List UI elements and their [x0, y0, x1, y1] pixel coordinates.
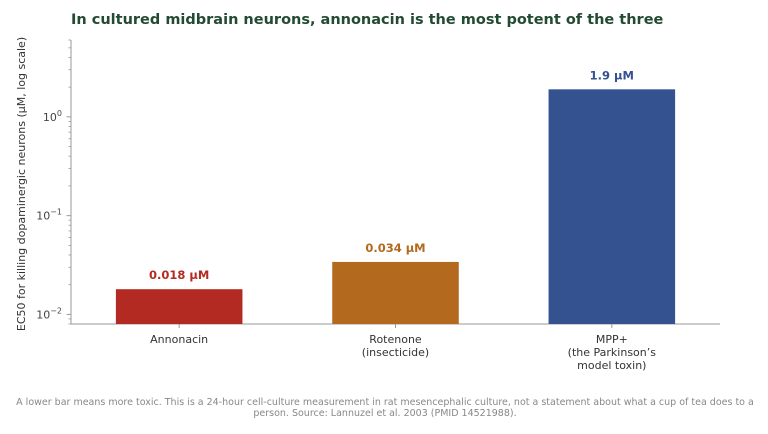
y-tick-label: 10−1	[36, 208, 62, 223]
y-axis-label: EC50 for killing dopaminergic neurons (μ…	[15, 37, 28, 331]
x-tick-label: MPP+	[596, 333, 628, 346]
data-label: 0.034 μM	[365, 241, 425, 255]
data-label: 0.018 μM	[149, 268, 209, 282]
bar-chart: 100 10−1 10−2 EC50 for killing dopaminergic…	[15, 37, 720, 372]
x-tick-label: (insecticide)	[362, 346, 429, 359]
x-tick-label: model toxin)	[577, 359, 646, 372]
bar	[332, 261, 459, 324]
data-label: 1.9 μM	[590, 68, 634, 82]
y-tick-label: 10−2	[36, 306, 62, 321]
x-tick-label: (the Parkinson’s	[568, 346, 657, 359]
bar	[548, 89, 676, 324]
x-tick-label: Rotenone	[369, 333, 422, 346]
chart-footnote: A lower bar means more toxic. This is a …	[16, 397, 754, 419]
chart-title: In cultured midbrain neurons, annonacin …	[71, 12, 664, 28]
bar	[115, 289, 243, 324]
y-tick-label: 100	[43, 109, 62, 124]
x-tick-label: Annonacin	[150, 333, 208, 346]
